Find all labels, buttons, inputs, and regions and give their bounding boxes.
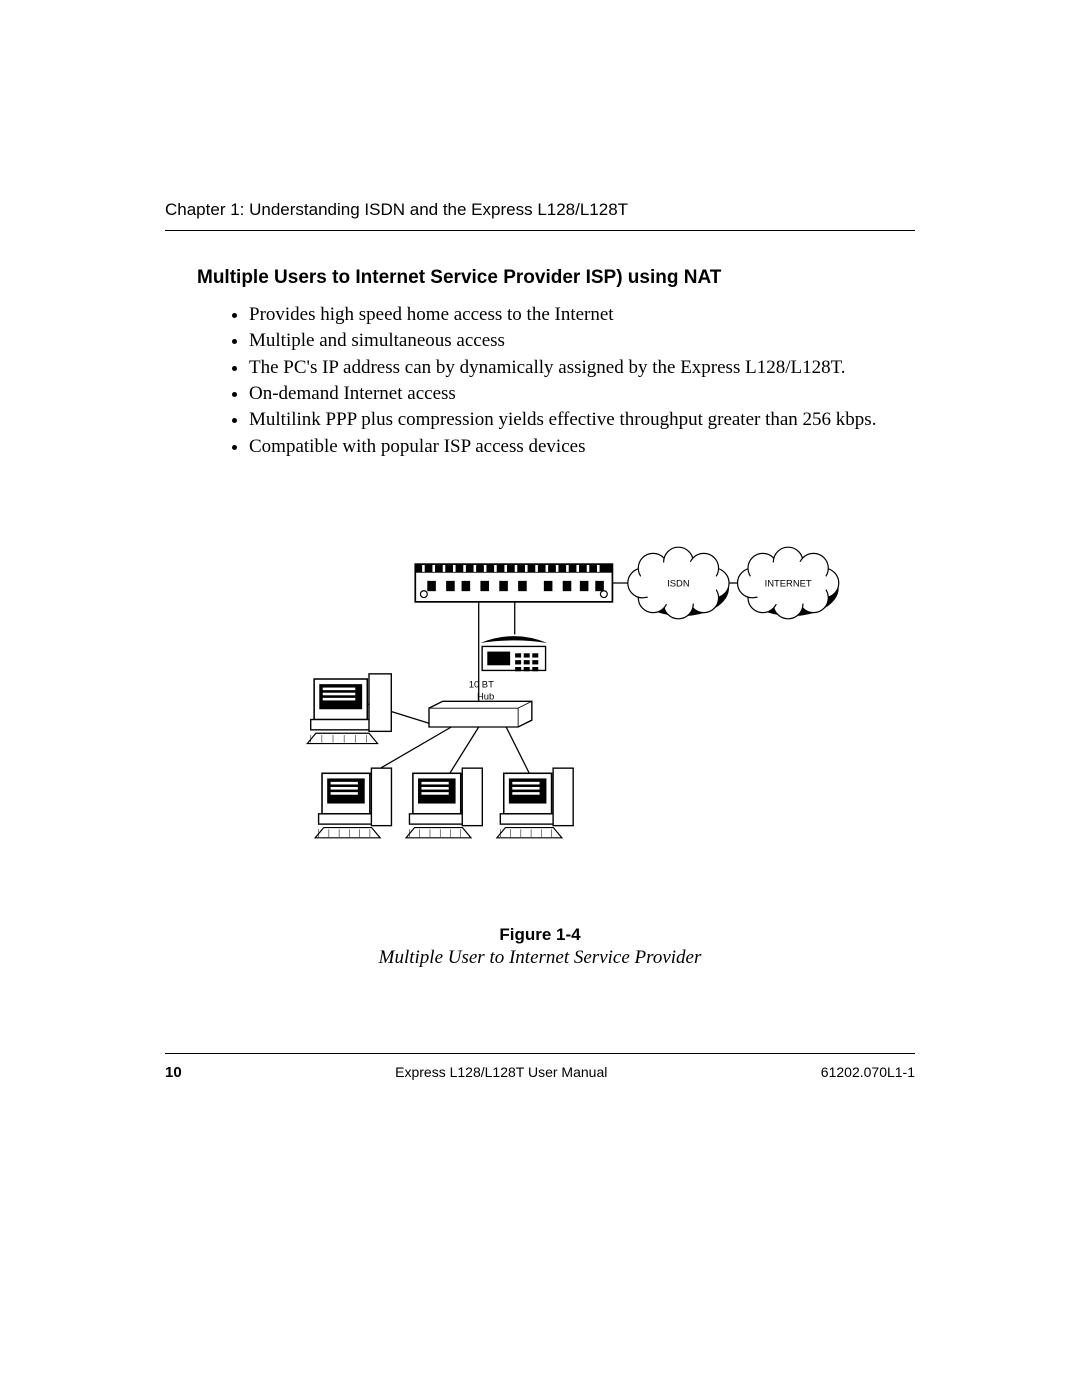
figure-number: Figure 1-4 — [165, 925, 915, 945]
page-footer: 10 Express L128/L128T User Manual 61202.… — [165, 1053, 915, 1081]
list-item: Provides high speed home access to the I… — [249, 303, 905, 327]
figure-caption: Figure 1-4 Multiple User to Internet Ser… — [165, 925, 915, 969]
section-heading: Multiple Users to Internet Service Provi… — [197, 267, 915, 289]
chapter-header: Chapter 1: Understanding ISDN and the Ex… — [165, 200, 915, 220]
doc-number: 61202.070L1-1 — [821, 1064, 915, 1081]
list-item: Multiple and simultaneous access — [249, 329, 905, 353]
svg-text:10 BT: 10 BT — [469, 678, 494, 689]
svg-text:INTERNET: INTERNET — [765, 577, 812, 588]
list-item: Multilink PPP plus compression yields ef… — [249, 408, 905, 432]
svg-text:ISDN: ISDN — [667, 577, 690, 588]
bullet-list: Provides high speed home access to the I… — [225, 303, 915, 459]
figure-diagram: ISDN INTERNET 10 BTHub — [261, 515, 861, 915]
list-item: On-demand Internet access — [249, 382, 905, 406]
header-rule — [165, 230, 915, 231]
list-item: The PC's IP address can by dynamically a… — [249, 356, 905, 380]
list-item: Compatible with popular ISP access devic… — [249, 435, 905, 459]
footer-rule — [165, 1053, 915, 1054]
figure-title: Multiple User to Internet Service Provid… — [165, 947, 915, 969]
page-number: 10 — [165, 1064, 182, 1081]
page: Chapter 1: Understanding ISDN and the Ex… — [0, 0, 1080, 1397]
network-diagram-svg: ISDN INTERNET 10 BTHub — [261, 515, 861, 915]
manual-title: Express L128/L128T User Manual — [395, 1064, 607, 1081]
svg-text:Hub: Hub — [477, 690, 494, 701]
